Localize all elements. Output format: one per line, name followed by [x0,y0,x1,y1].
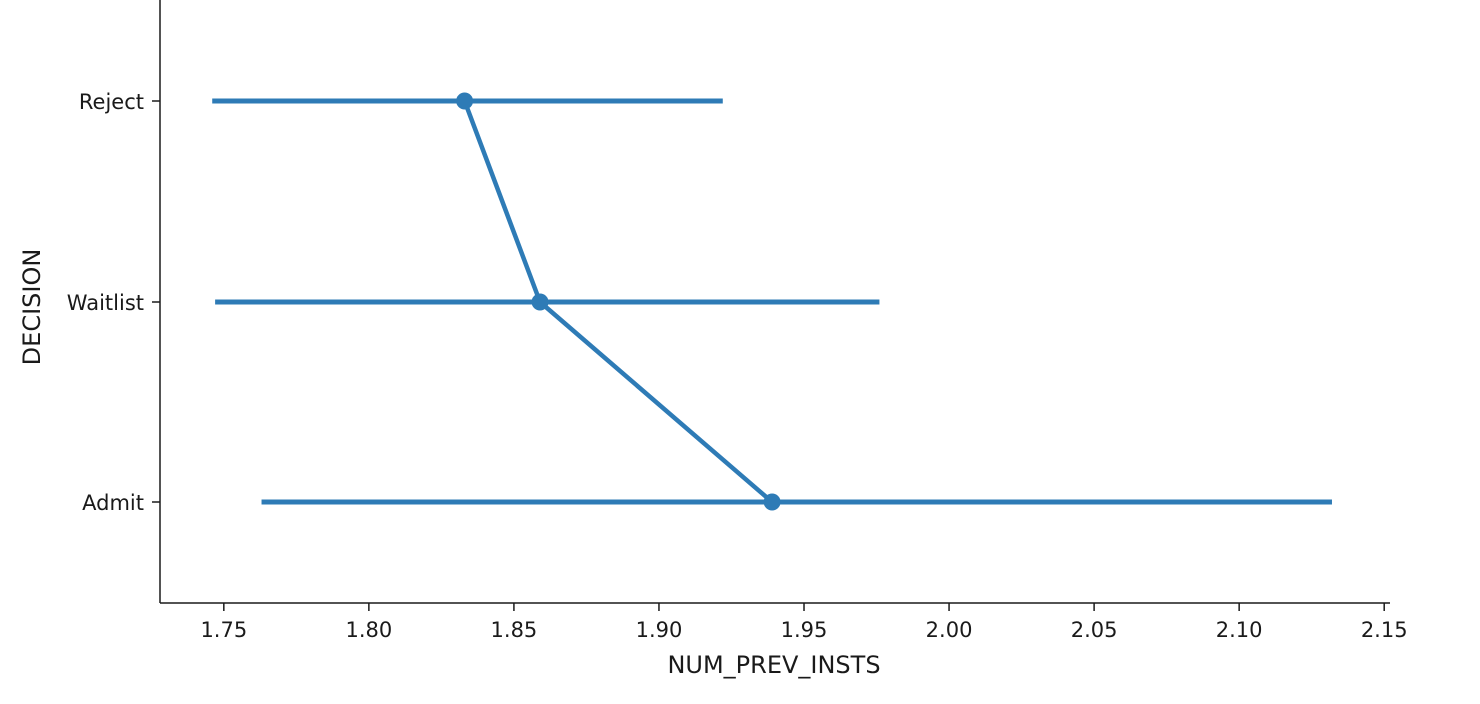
x-axis-label: NUM_PREV_INSTS [667,651,880,679]
x-tick-label: 2.15 [1361,618,1408,642]
y-tick-label: Waitlist [67,291,144,315]
data-point [531,293,549,311]
x-tick-label: 1.75 [200,618,247,642]
x-tick-label: 1.90 [636,618,683,642]
data-point [763,493,781,511]
x-tick-label: 1.95 [781,618,828,642]
chart-marks [212,92,1332,511]
x-tick-label: 1.85 [491,618,538,642]
y-tick-label: Reject [79,90,144,114]
x-tick-label: 1.80 [345,618,392,642]
x-tick-label: 2.10 [1216,618,1263,642]
x-tick-label: 2.05 [1071,618,1118,642]
x-ticks: 1.75 1.80 1.85 1.90 1.95 2.00 2.05 2.10 2.15 [200,603,1408,642]
x-tick-label: 2.00 [926,618,973,642]
data-point [456,92,474,110]
y-axis-label: DECISION [18,249,46,366]
y-tick-label: Admit [82,491,144,515]
y-ticks: Reject Waitlist Admit [67,90,160,515]
